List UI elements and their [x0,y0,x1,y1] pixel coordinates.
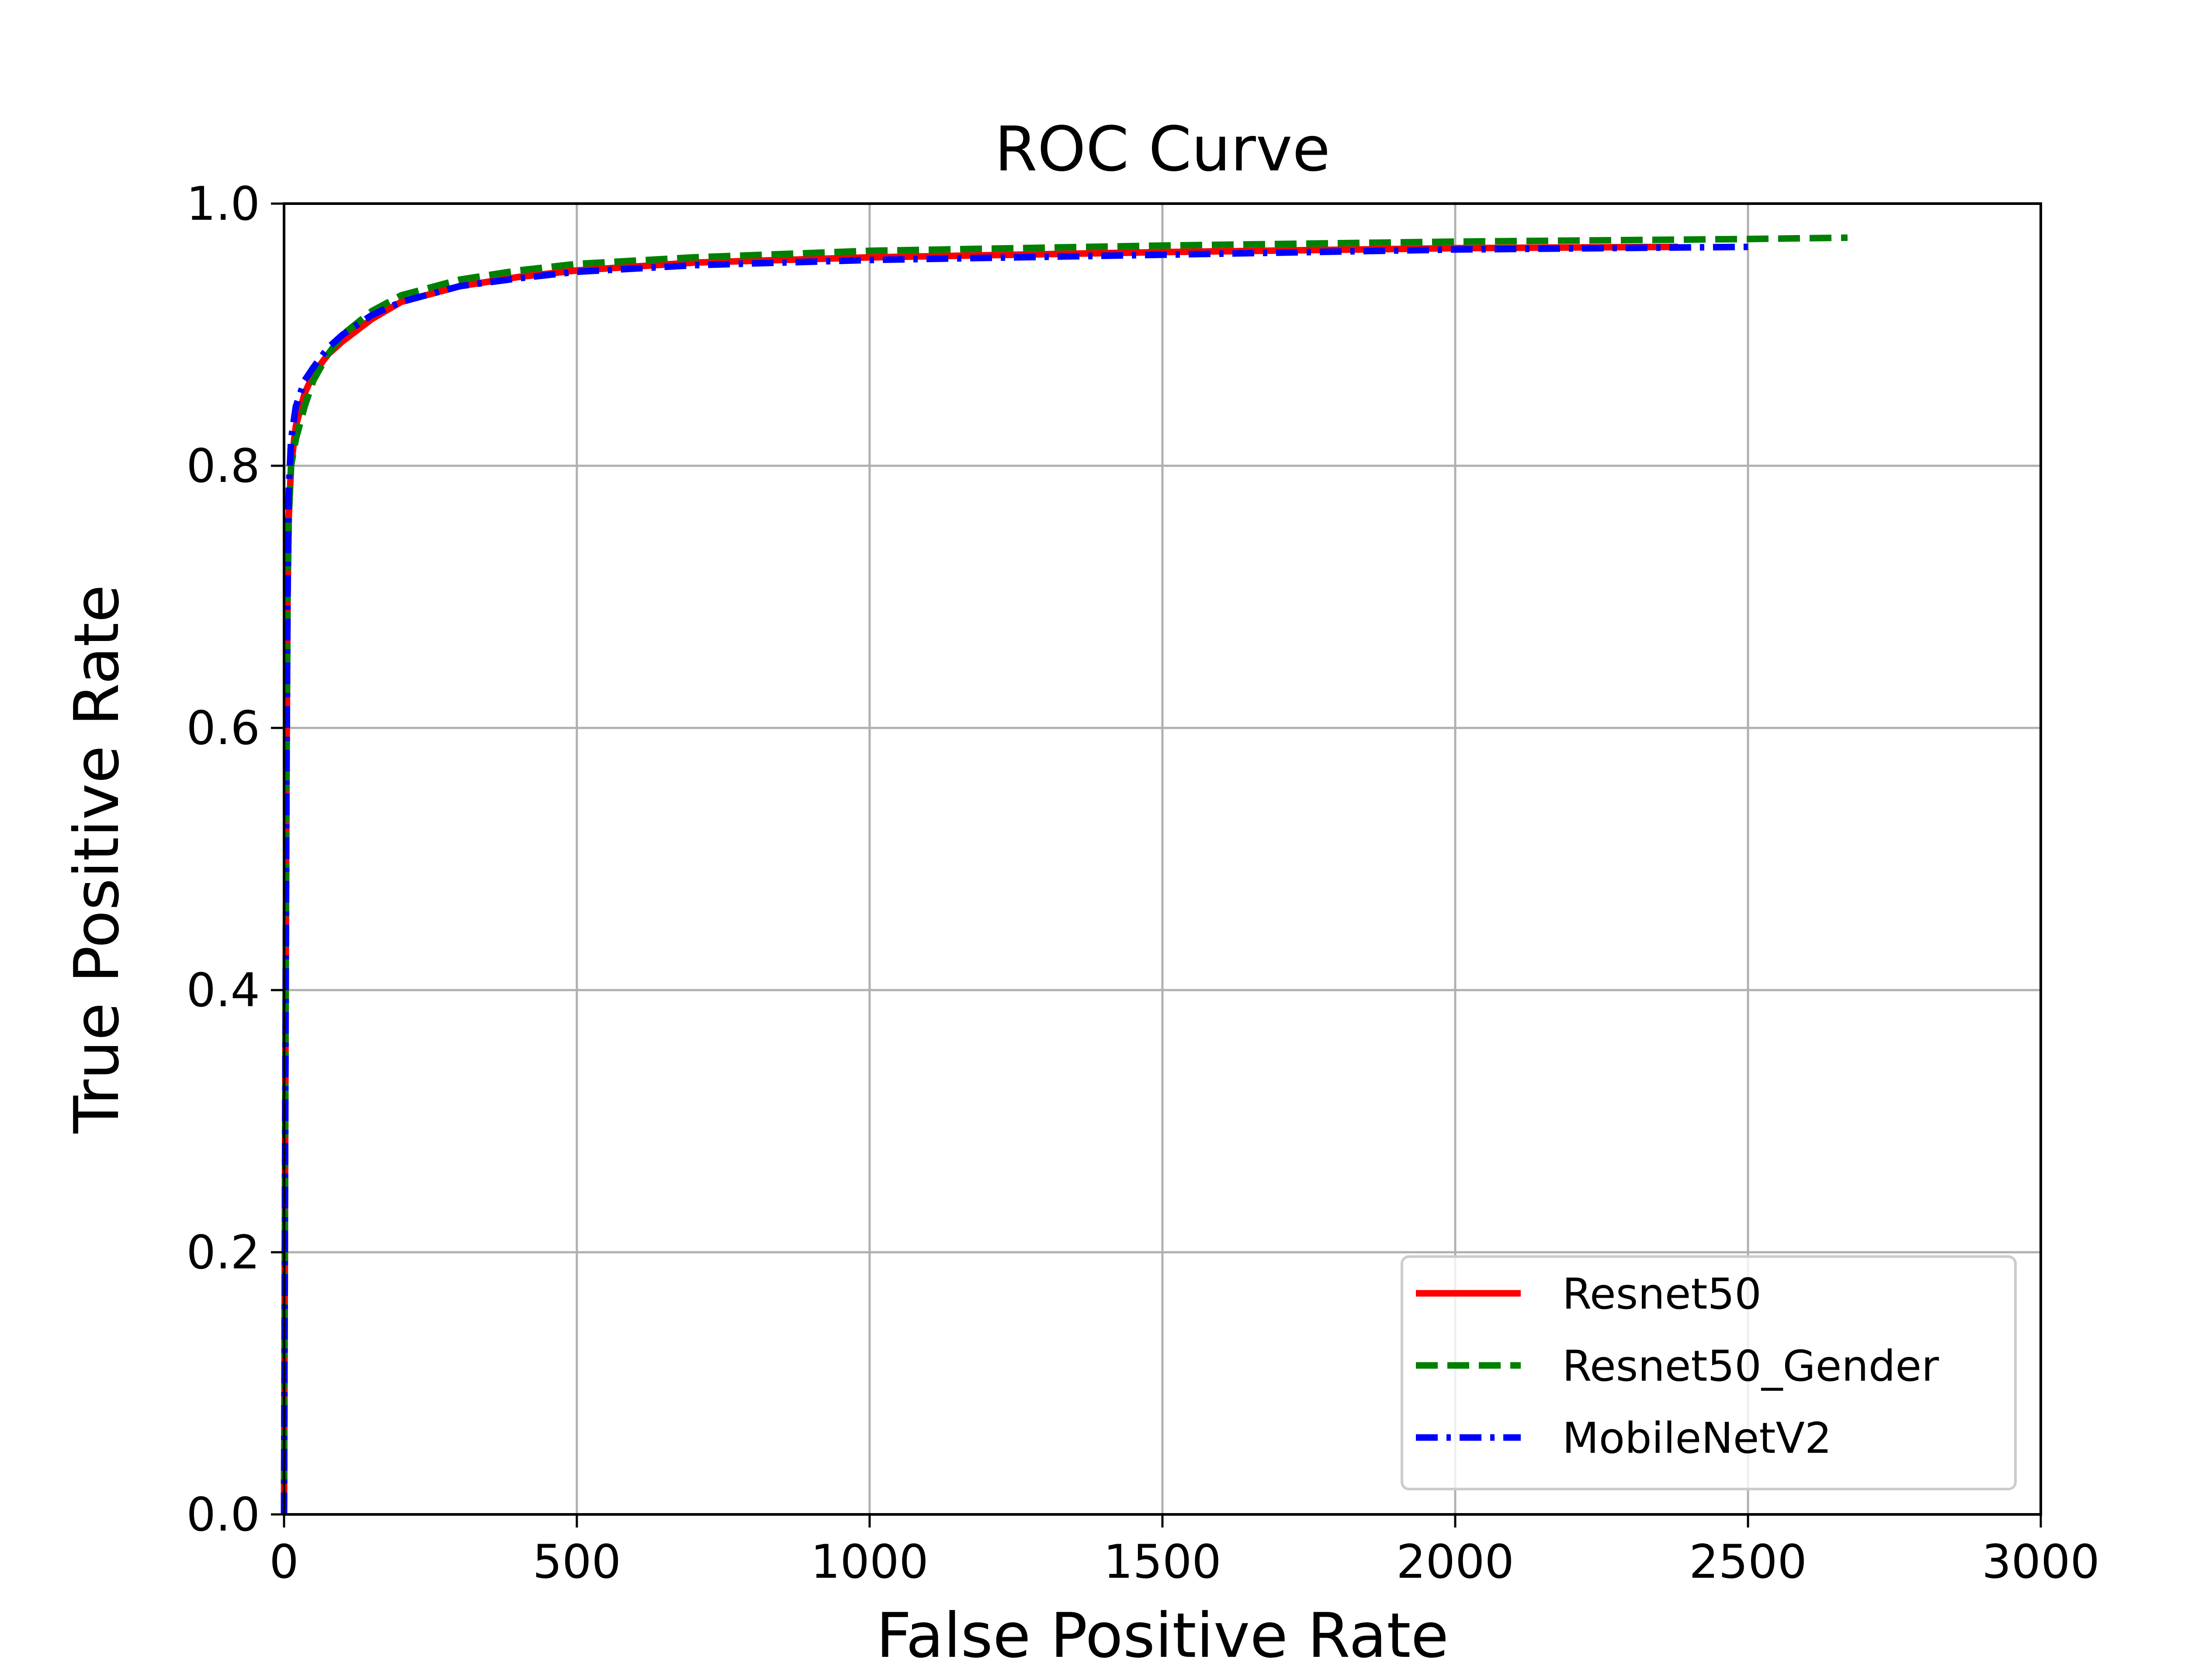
x-axis-label: False Positive Rate [876,1600,1449,1672]
series-line-mobilenetv2 [281,243,1748,1515]
x-tick-label: 2000 [1396,1535,1514,1589]
y-tick-label: 0.2 [186,1226,260,1279]
legend-box [1401,1255,2017,1490]
y-axis-label: True Positive Rate [61,585,133,1134]
y-tick-label: 0.8 [186,439,260,493]
x-tick-label: 1500 [1103,1535,1221,1589]
x-tick-label: 500 [533,1535,621,1589]
legend-label: Resnet50 [1562,1269,1762,1319]
axis-ticks: 0 500 1000 1500 2000 2500 3000 0.0 0.2 0.4 0.6 0.8 1… [186,177,2099,1589]
x-tick-label: 2500 [1689,1535,1807,1589]
x-tick-label: 0 [269,1535,298,1589]
legend-label: MobileNetV2 [1562,1413,1832,1463]
y-tick-label: 0.0 [186,1488,260,1541]
y-tick-label: 1.0 [186,177,260,231]
series-lines [281,234,1848,1515]
x-tick-label: 1000 [811,1535,929,1589]
y-tick-label: 0.6 [186,701,260,755]
legend-label: Resnet50_Gender [1562,1341,1939,1391]
legend: Resnet50 Resnet50_Gender MobileNetV2 [1401,1255,2017,1490]
y-tick-label: 0.4 [186,963,260,1017]
x-tick-label: 3000 [1982,1535,2100,1589]
chart-title: ROC Curve [995,114,1330,185]
